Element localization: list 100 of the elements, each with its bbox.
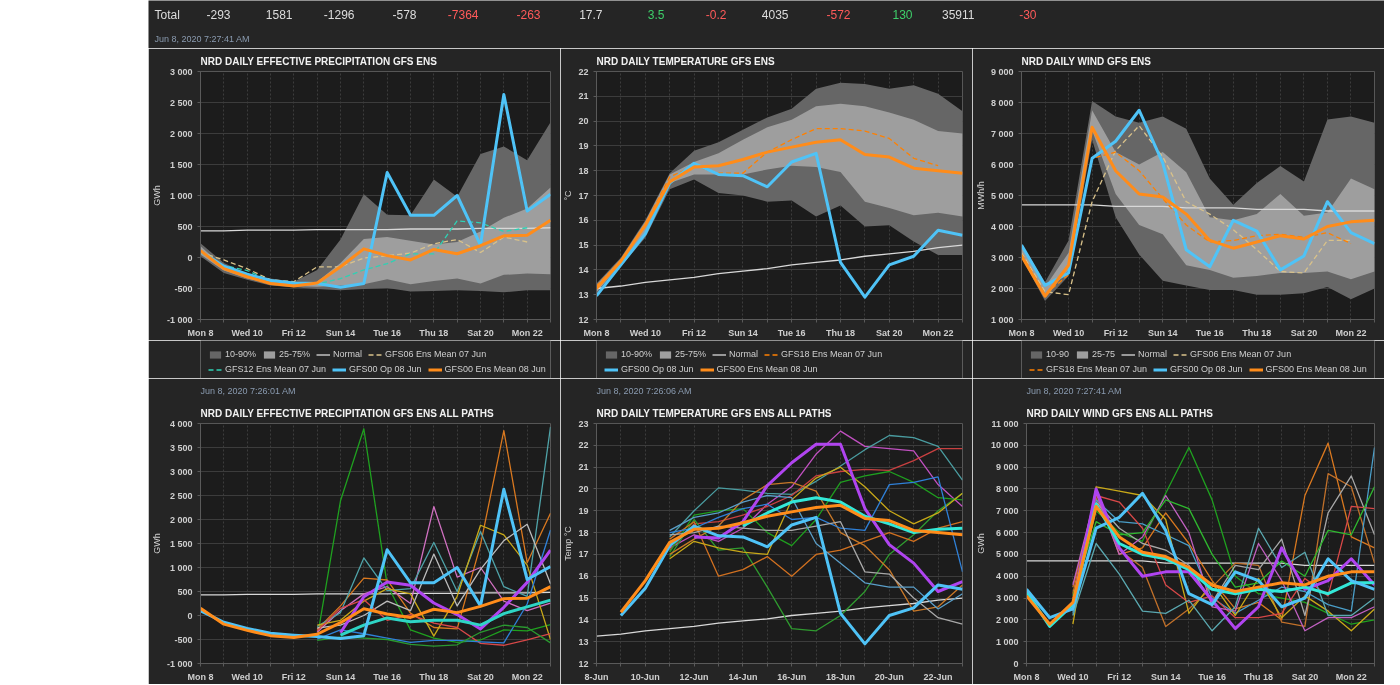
y-tick-label: 1 500 [169, 159, 193, 170]
chart-title: NRD DAILY TEMPERATURE GFS ENS [596, 55, 775, 67]
y-tick-label: 6 000 [990, 159, 1014, 170]
y-tick-label: 16 [578, 571, 589, 582]
x-tick-label: Thu 18 [826, 327, 856, 338]
text: -30 [1019, 8, 1037, 22]
y-tick-label: 500 [177, 586, 193, 597]
y-tick-label: 1 500 [169, 538, 193, 549]
y-tick-label: 2 500 [169, 490, 193, 501]
x-tick-label: Mon 22 [511, 327, 543, 338]
y-tick-label: 4 000 [990, 221, 1014, 232]
y-tick-label: 3 000 [169, 466, 193, 477]
x-tick-label: Tue 16 [1198, 671, 1227, 682]
text: Jun 8, 2020 7:27:41 AM [1026, 385, 1122, 396]
text: Jun 8, 2020 7:26:01 AM [200, 385, 296, 396]
y-tick-label: 4 000 [995, 571, 1019, 582]
legend-label: 10-90% [225, 349, 257, 359]
x-tick-label: 12-Jun [679, 671, 709, 682]
x-tick-label: Fri 12 [281, 327, 306, 338]
x-tick-label: Wed 10 [231, 327, 263, 338]
legend-label: Normal [333, 349, 363, 359]
x-tick-label: 14-Jun [728, 671, 758, 682]
x-tick-label: Thu 18 [419, 671, 449, 682]
y-tick-label: 8 000 [995, 483, 1019, 494]
x-tick-label: Mon 22 [922, 327, 954, 338]
y-tick-label: 22 [578, 66, 589, 77]
x-tick-label: Mon 8 [583, 327, 610, 338]
chart-title: NRD DAILY WIND GFS ENS [1021, 55, 1152, 67]
y-tick-label: 3 500 [169, 442, 193, 453]
x-tick-label: Sun 14 [325, 671, 356, 682]
y-axis-title: GWh [975, 533, 986, 554]
y-tick-label: 0 [187, 610, 193, 621]
x-tick-label: Sun 14 [1150, 671, 1181, 682]
text: Total [154, 7, 180, 22]
x-tick-label: Wed 10 [1052, 327, 1085, 338]
chart-title: NRD DAILY EFFECTIVE PRECIPITATION GFS ENS [200, 55, 438, 67]
x-tick-label: Mon 8 [1008, 327, 1035, 338]
y-tick-label: 3 000 [990, 252, 1014, 263]
text: 1581 [265, 8, 293, 22]
y-tick-label: 17 [578, 549, 589, 560]
y-tick-label: 9 000 [995, 462, 1019, 473]
legend-label: GFS06 Ens Mean 07 Jun [385, 349, 487, 359]
x-tick-label: Tue 16 [373, 671, 402, 682]
y-tick-label: 0 [1013, 658, 1019, 669]
y-tick-label: 19 [578, 140, 589, 151]
y-tick-label: 2 500 [169, 97, 193, 108]
x-tick-label: Sat 20 [1291, 671, 1319, 682]
x-tick-label: Mon 8 [187, 671, 214, 682]
chart-title: NRD DAILY WIND GFS ENS ALL PATHS [1026, 407, 1214, 419]
legend-label: 25-75% [279, 349, 311, 359]
text: Jun 8, 2020 7:26:06 AM [596, 385, 692, 396]
y-tick-label: 12 [578, 658, 589, 669]
x-tick-label: Thu 18 [419, 327, 449, 338]
x-tick-label: Tue 16 [777, 327, 806, 338]
legend-label: GFS00 Op 08 Jun [349, 364, 422, 374]
x-tick-label: Mon 8 [1013, 671, 1040, 682]
x-tick-label: Sun 14 [325, 327, 356, 338]
legend-label: GFS00 Op 08 Jun [621, 364, 694, 374]
legend-label: GFS12 Ens Mean 07 Jun [225, 364, 327, 374]
x-tick-label: Mon 22 [1335, 671, 1367, 682]
x-tick-label: Thu 18 [1244, 671, 1274, 682]
y-tick-label: -1 000 [166, 658, 193, 669]
text: 3.5 [647, 8, 665, 22]
legend-label: GFS00 Ens Mean 08 Jun [444, 364, 546, 374]
y-tick-label: 18 [578, 527, 589, 538]
y-tick-label: 3 000 [169, 66, 193, 77]
y-tick-label: 0 [187, 252, 193, 263]
text: -0.2 [705, 8, 727, 22]
text: 35911 [942, 8, 975, 22]
y-tick-label: 2 000 [990, 283, 1014, 294]
y-tick-label: 3 000 [995, 593, 1019, 604]
legend-label: Normal [729, 349, 759, 359]
x-tick-label: Wed 10 [231, 671, 263, 682]
y-tick-label: 11 000 [991, 418, 1019, 429]
legend-label: Normal [1138, 349, 1168, 359]
legend-label: GFS00 Op 08 Jun [1170, 364, 1243, 374]
y-tick-label: 15 [578, 593, 589, 604]
y-tick-label: 2 000 [169, 514, 193, 525]
y-tick-label: 4 000 [169, 418, 193, 429]
y-tick-label: 2 000 [995, 614, 1019, 625]
y-tick-label: 19 [578, 505, 589, 516]
text: -293 [206, 8, 231, 22]
y-tick-label: 6 000 [995, 527, 1019, 538]
x-tick-label: 18-Jun [826, 671, 856, 682]
legend-label: 25-75 [1092, 349, 1116, 359]
y-tick-label: 5 000 [990, 190, 1014, 201]
y-tick-label: 21 [578, 462, 589, 473]
x-tick-label: Tue 16 [1195, 327, 1224, 338]
y-tick-label: 15 [578, 240, 589, 251]
legend-label: GFS18 Ens Mean 07 Jun [1046, 364, 1148, 374]
x-tick-label: Fri 12 [281, 671, 306, 682]
y-tick-label: 7 000 [990, 128, 1014, 139]
y-tick-label: 1 000 [169, 190, 193, 201]
x-tick-label: 16-Jun [777, 671, 807, 682]
y-tick-label: 18 [578, 165, 589, 176]
legend-label: 10-90 [1046, 349, 1070, 359]
y-tick-label: 10 000 [990, 440, 1019, 451]
y-tick-label: 17 [578, 190, 589, 201]
y-axis-title: Temp °C [563, 525, 574, 561]
y-tick-label: 23 [578, 418, 589, 429]
